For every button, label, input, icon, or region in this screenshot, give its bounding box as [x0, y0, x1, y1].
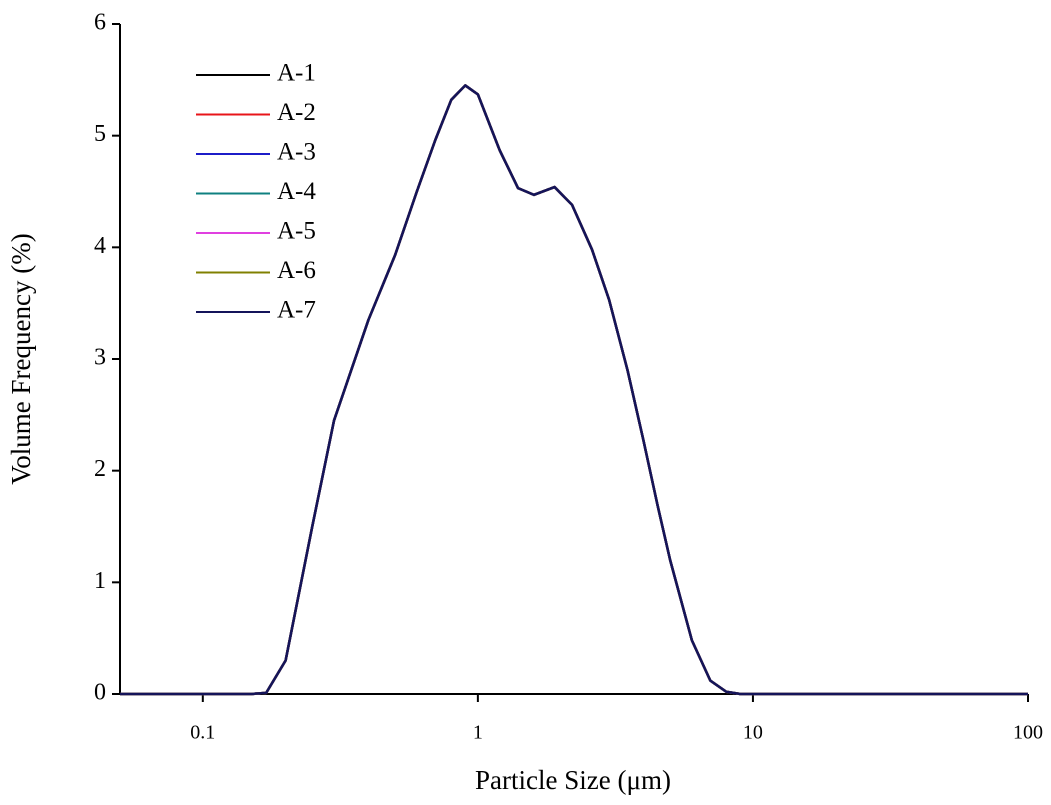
- series-line: [120, 84, 1028, 696]
- series-line: [120, 84, 1028, 696]
- y-tick-label: 0: [94, 680, 106, 706]
- series-line: [120, 84, 1028, 696]
- x-tick-label: 0.1: [190, 722, 215, 744]
- y-tick-label: 4: [94, 233, 106, 259]
- y-axis-title: Volume Frequency (%): [6, 233, 36, 484]
- y-tick-label: 1: [94, 568, 106, 594]
- x-axis-title: Particle Size (μm): [475, 765, 671, 795]
- legend-label: A-4: [277, 178, 316, 205]
- y-tick-label: 3: [94, 345, 106, 371]
- legend-label: A-6: [277, 257, 316, 284]
- y-tick-label: 6: [94, 10, 106, 36]
- series-line: [120, 84, 1028, 696]
- legend-label: A-1: [277, 60, 316, 87]
- y-tick-label: 5: [94, 121, 106, 147]
- x-tick-label: 100: [1013, 722, 1043, 744]
- legend-label: A-2: [277, 99, 316, 126]
- legend-label: A-3: [277, 139, 316, 166]
- legend-label: A-5: [277, 218, 316, 245]
- x-tick-label: 10: [743, 722, 763, 744]
- x-tick-label: 1: [473, 722, 483, 744]
- series-line: [120, 84, 1028, 696]
- series-line: [120, 84, 1028, 696]
- series-line: [120, 84, 1028, 696]
- y-tick-label: 2: [94, 456, 106, 482]
- legend-label: A-7: [277, 297, 316, 324]
